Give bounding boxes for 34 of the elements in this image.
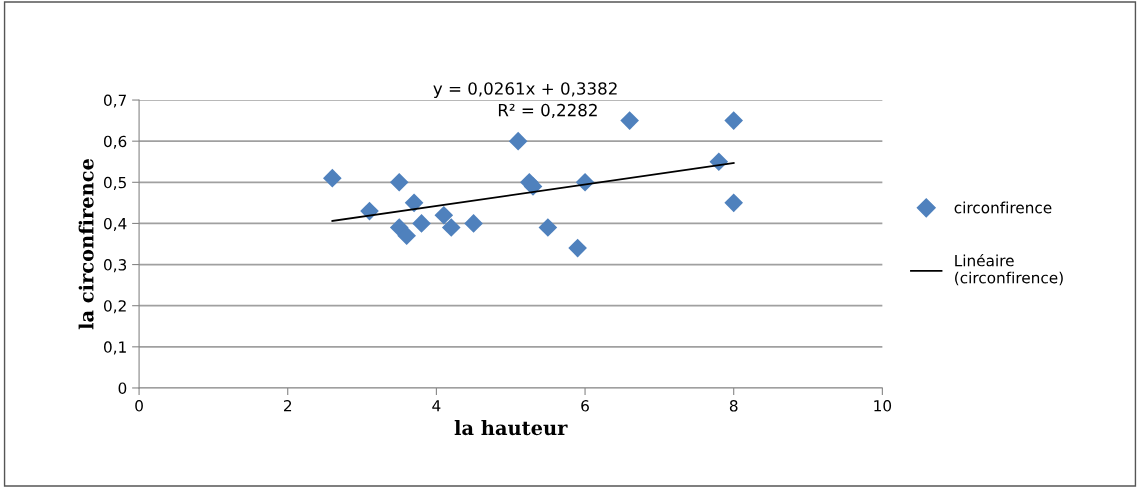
x-tick-label: 0	[135, 400, 143, 412]
y-tick-label: 0,3	[103, 259, 127, 273]
annotation: R² = 0,2282	[498, 103, 597, 119]
point	[397, 226, 416, 246]
point	[568, 238, 587, 258]
point	[464, 214, 483, 233]
point	[412, 214, 431, 233]
point	[441, 218, 461, 237]
y-tick-label: 0,6	[103, 135, 127, 149]
point	[620, 111, 639, 130]
point	[724, 111, 744, 130]
x-tick-label: 8	[729, 400, 738, 412]
x-tick-label: 10	[874, 400, 892, 412]
y-axis-title: la circonfirence	[78, 158, 94, 330]
point	[538, 218, 558, 237]
legend-label: circonfirence	[954, 201, 1052, 214]
point	[389, 172, 409, 192]
x-tick-label: 4	[432, 400, 441, 412]
y-tick-label: 0	[118, 382, 127, 394]
point	[323, 168, 342, 188]
x-axis-title: la hauteur	[454, 420, 568, 436]
y-tick-label: 0,7	[103, 94, 126, 108]
point	[724, 193, 744, 213]
point	[508, 131, 528, 151]
text: y = 0,0261x + 0,3382	[433, 82, 617, 99]
legend-label: Linéaire (circonfirence)	[955, 253, 1063, 286]
x-tick-label: 6	[581, 400, 589, 412]
point	[434, 205, 454, 225]
y-tick-label: 0,2	[103, 300, 126, 314]
y-tick-label: 0,1	[103, 341, 126, 355]
y-tick-label: 0,5	[103, 176, 126, 190]
point	[404, 193, 424, 213]
y-tick-label: 0,4	[103, 217, 127, 232]
x-tick-label: 2	[284, 400, 292, 412]
